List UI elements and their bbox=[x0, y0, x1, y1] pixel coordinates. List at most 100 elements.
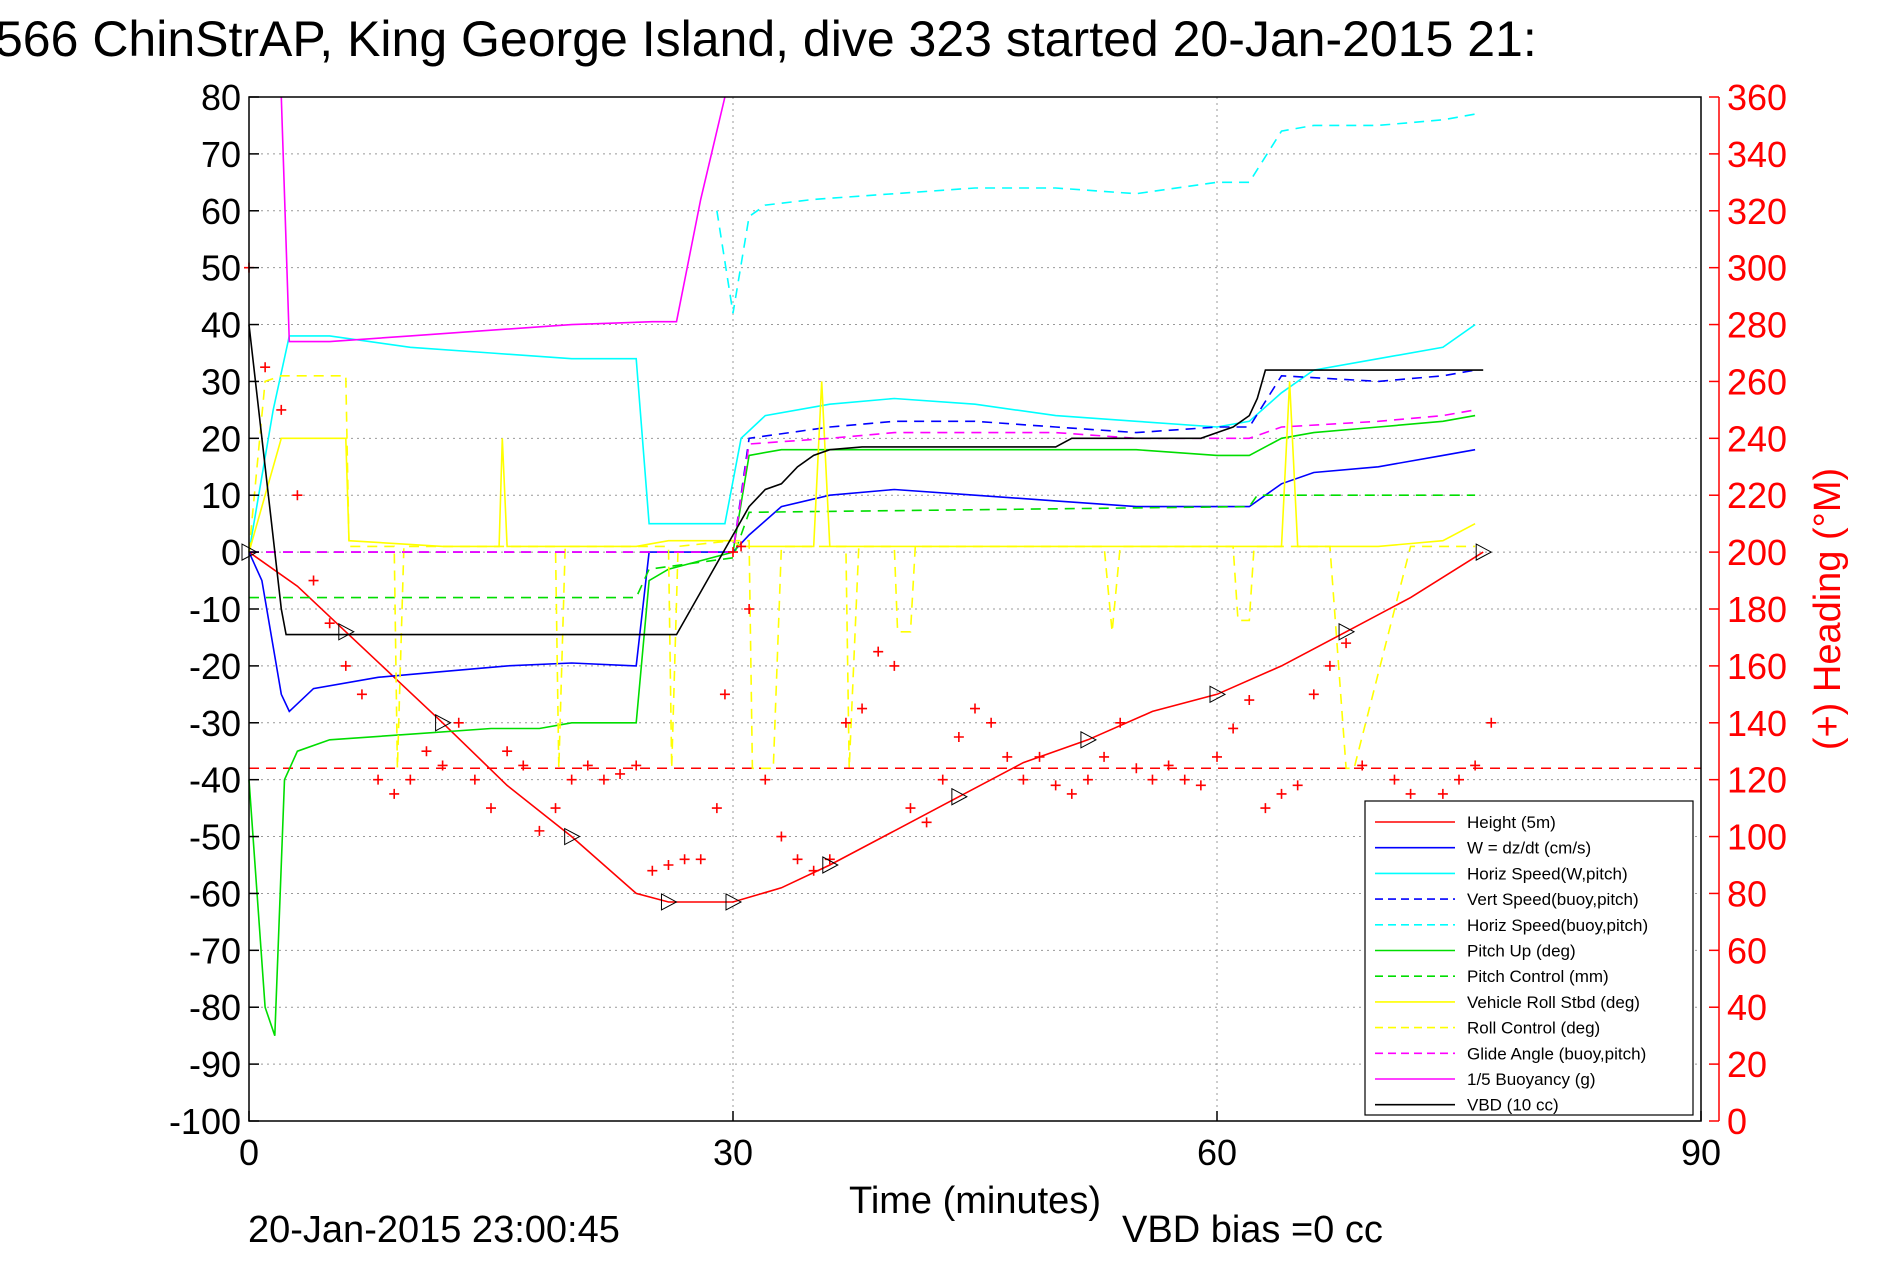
heading-point-34 bbox=[760, 774, 771, 785]
heading-point-39 bbox=[840, 717, 851, 728]
right-tick-label-11: 140 bbox=[1727, 703, 1787, 744]
heading-point-41 bbox=[873, 646, 884, 657]
x-axis-label: Time (minutes) bbox=[849, 1180, 1101, 1222]
right-axis-label: (+) Heading (°M) bbox=[1807, 468, 1849, 750]
heading-point-19 bbox=[550, 803, 561, 814]
height-marker-18 bbox=[1209, 685, 1227, 704]
right-tick-label-1: 340 bbox=[1727, 134, 1787, 175]
heading-point-6 bbox=[340, 660, 351, 671]
heading-point-29 bbox=[711, 803, 722, 814]
heading-point-56 bbox=[1115, 717, 1126, 728]
series-lines bbox=[248, 96, 1484, 1036]
legend-label-2: Horiz Speed(W,pitch) bbox=[1467, 864, 1628, 883]
left-tick-label-3: 50 bbox=[201, 248, 241, 289]
heading-point-62 bbox=[1212, 751, 1222, 762]
left-tick-label-18: -100 bbox=[169, 1101, 241, 1142]
series-line-8 bbox=[248, 374, 1476, 770]
footer-timestamp: 20-Jan-2015 23:00:45 bbox=[248, 1209, 620, 1251]
right-tick-label-13: 100 bbox=[1727, 817, 1787, 858]
legend-label-0: Height (5m) bbox=[1467, 813, 1556, 832]
heading-point-13 bbox=[453, 717, 464, 728]
series-line-5 bbox=[248, 414, 1476, 1036]
right-tick-label-2: 320 bbox=[1727, 191, 1787, 232]
heading-point-5 bbox=[324, 618, 335, 629]
series-line-0 bbox=[248, 551, 1484, 903]
heading-point-65 bbox=[1260, 803, 1271, 814]
right-tick-label-10: 160 bbox=[1727, 646, 1787, 687]
heading-point-78 bbox=[1470, 760, 1481, 771]
x-tick-label-2: 60 bbox=[1197, 1132, 1237, 1173]
legend-label-10: 1/5 Buoyancy (g) bbox=[1467, 1070, 1596, 1089]
height-marker-8 bbox=[660, 893, 678, 911]
left-tick-label-14: -60 bbox=[189, 873, 241, 914]
heading-point-23 bbox=[615, 768, 626, 779]
heading-point-45 bbox=[937, 774, 948, 785]
right-tick-label-8: 200 bbox=[1727, 532, 1787, 573]
heading-point-43 bbox=[905, 803, 916, 814]
left-tick-label-9: -10 bbox=[189, 589, 241, 630]
heading-point-79 bbox=[1486, 717, 1497, 728]
series-line-1 bbox=[248, 448, 1476, 713]
heading-point-74 bbox=[1405, 788, 1416, 799]
heading-point-3 bbox=[292, 490, 303, 501]
grid bbox=[249, 97, 1701, 1121]
legend-label-11: VBD (10 cc) bbox=[1467, 1096, 1559, 1115]
heading-point-11 bbox=[421, 746, 432, 757]
heading-point-35 bbox=[776, 831, 787, 842]
series-line-2 bbox=[248, 323, 1476, 553]
height-marker-22 bbox=[1475, 543, 1493, 561]
heading-point-15 bbox=[486, 803, 496, 814]
right-tick-label-6: 240 bbox=[1727, 418, 1787, 459]
legend-label-9: Glide Angle (buoy,pitch) bbox=[1467, 1044, 1646, 1063]
left-tick-label-1: 70 bbox=[201, 134, 241, 175]
heading-point-51 bbox=[1034, 751, 1045, 762]
right-tick-label-9: 180 bbox=[1727, 589, 1787, 630]
right-tick-label-17: 20 bbox=[1727, 1044, 1767, 1085]
heading-point-44 bbox=[921, 817, 932, 828]
left-tick-label-12: -40 bbox=[189, 760, 241, 801]
legend-label-8: Roll Control (deg) bbox=[1467, 1019, 1600, 1038]
heading-point-67 bbox=[1292, 780, 1303, 791]
heading-point-2 bbox=[276, 404, 287, 415]
heading-point-68 bbox=[1308, 689, 1319, 700]
heading-point-69 bbox=[1324, 660, 1335, 671]
heading-point-59 bbox=[1163, 760, 1174, 771]
heading-point-70 bbox=[1341, 638, 1352, 649]
footer-vbd-bias: VBD bias =0 cc bbox=[1122, 1209, 1383, 1251]
heading-point-4 bbox=[308, 575, 319, 586]
series-line-6 bbox=[249, 494, 1476, 599]
height-marker-6 bbox=[564, 827, 581, 846]
series-line-9 bbox=[249, 409, 1476, 553]
heading-point-31 bbox=[728, 547, 738, 558]
heading-point-1 bbox=[260, 362, 271, 373]
left-tick-label-15: -70 bbox=[189, 930, 241, 971]
heading-markers bbox=[244, 262, 1497, 876]
left-axis-ticks: 80 70 60 50 40 30 20 10 0 -10 -20 -30 -40 -50 -60 -70 -8… bbox=[169, 77, 259, 1142]
heading-point-28 bbox=[695, 854, 706, 865]
legend-label-4: Horiz Speed(buoy,pitch) bbox=[1467, 916, 1648, 935]
heading-point-76 bbox=[1437, 788, 1448, 799]
heading-point-18 bbox=[534, 825, 545, 836]
series-line-11 bbox=[248, 324, 1484, 636]
heading-point-46 bbox=[953, 732, 964, 742]
left-tick-label-10: -20 bbox=[189, 646, 241, 687]
heading-point-61 bbox=[1195, 780, 1206, 791]
left-tick-label-8: 0 bbox=[221, 532, 241, 573]
heading-point-14 bbox=[469, 774, 480, 785]
x-tick-label-0: 0 bbox=[239, 1132, 259, 1173]
heading-point-54 bbox=[1082, 774, 1093, 785]
right-tick-label-5: 260 bbox=[1727, 361, 1787, 402]
heading-point-17 bbox=[518, 760, 529, 771]
heading-point-47 bbox=[970, 703, 980, 714]
heading-point-48 bbox=[986, 717, 997, 728]
heading-point-36 bbox=[792, 854, 803, 865]
heading-point-57 bbox=[1131, 763, 1142, 774]
heading-point-26 bbox=[663, 860, 674, 870]
heading-point-40 bbox=[857, 703, 868, 714]
heading-point-52 bbox=[1050, 780, 1061, 791]
heading-point-10 bbox=[405, 774, 416, 785]
left-tick-label-0: 80 bbox=[201, 77, 241, 118]
heading-point-9 bbox=[389, 788, 400, 799]
heading-point-12 bbox=[437, 760, 448, 771]
